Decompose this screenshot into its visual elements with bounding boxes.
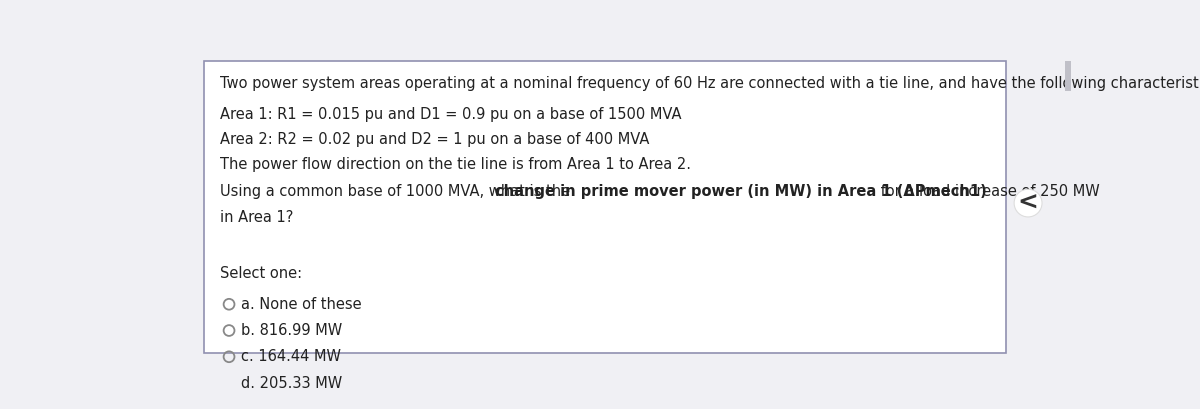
Text: Area 1: R1 = 0.015 pu and D1 = 0.9 pu on a base of 1500 MVA: Area 1: R1 = 0.015 pu and D1 = 0.9 pu on…: [220, 106, 682, 121]
Text: in Area 1?: in Area 1?: [220, 210, 293, 225]
Text: Select one:: Select one:: [220, 266, 302, 281]
Text: Using a common base of 1000 MVA, what is the: Using a common base of 1000 MVA, what is…: [220, 184, 575, 200]
Text: for a load increase of 250 MW: for a load increase of 250 MW: [876, 184, 1099, 200]
Text: Area 2: R2 = 0.02 pu and D2 = 1 pu on a base of 400 MVA: Area 2: R2 = 0.02 pu and D2 = 1 pu on a …: [220, 132, 649, 147]
FancyBboxPatch shape: [204, 61, 1007, 353]
Text: change in prime mover power (in MW) in Area 1 (ΔPmech1): change in prime mover power (in MW) in A…: [494, 184, 986, 200]
Text: <: <: [1018, 190, 1038, 214]
Text: d. 205.33 MW: d. 205.33 MW: [241, 375, 342, 391]
FancyBboxPatch shape: [1066, 61, 1072, 92]
Text: b. 816.99 MW: b. 816.99 MW: [241, 323, 342, 338]
Text: The power flow direction on the tie line is from Area 1 to Area 2.: The power flow direction on the tie line…: [220, 157, 691, 172]
Text: Two power system areas operating at a nominal frequency of 60 Hz are connected w: Two power system areas operating at a no…: [220, 76, 1200, 91]
Text: a. None of these: a. None of these: [241, 297, 361, 312]
Text: c. 164.44 MW: c. 164.44 MW: [241, 349, 341, 364]
Circle shape: [1014, 189, 1042, 217]
